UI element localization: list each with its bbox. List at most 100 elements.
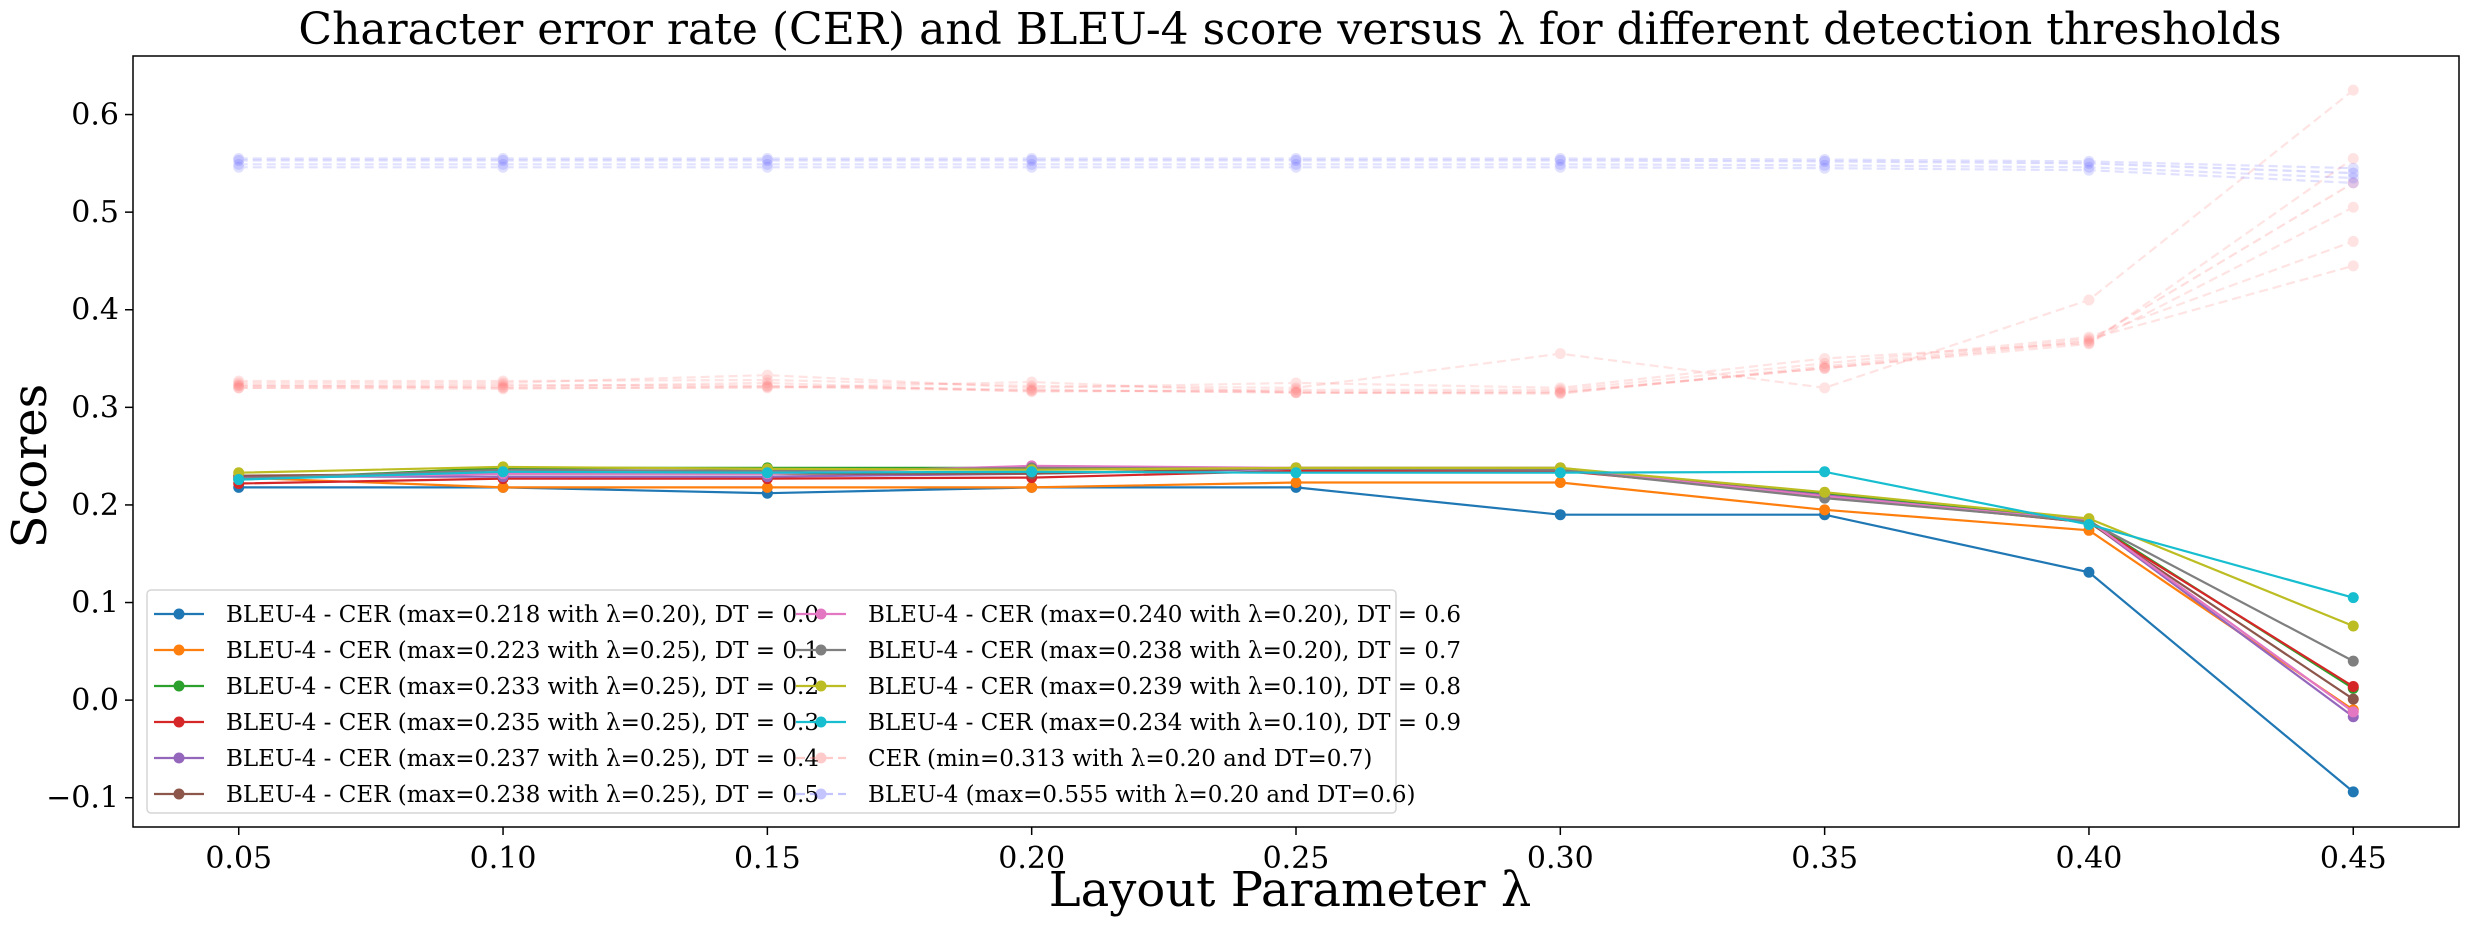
data-point xyxy=(1819,382,1831,394)
data-point xyxy=(1290,476,1302,488)
y-tick-label: 0.4 xyxy=(71,293,119,328)
x-tick-label: 0.35 xyxy=(1791,841,1858,876)
data-point xyxy=(1026,466,1038,478)
legend-entry xyxy=(154,644,204,656)
data-point xyxy=(233,379,245,391)
data-point xyxy=(1026,385,1038,397)
series-line xyxy=(238,240,2354,393)
data-point xyxy=(2347,786,2359,798)
data-point xyxy=(1290,154,1302,166)
data-point xyxy=(2083,155,2095,167)
legend-label: BLEU-4 - CER (max=0.238 with λ=0.20), DT… xyxy=(868,638,1461,664)
data-point xyxy=(2347,680,2359,692)
data-point xyxy=(1819,159,1831,171)
x-tick-label: 0.10 xyxy=(470,841,537,876)
x-tick-label: 0.40 xyxy=(2056,841,2123,876)
data-point xyxy=(233,158,245,170)
series-11 xyxy=(233,84,2359,394)
data-point xyxy=(2347,620,2359,632)
legend-label: BLEU-4 - CER (max=0.234 with λ=0.10), DT… xyxy=(868,710,1461,736)
legend-marker xyxy=(815,716,827,728)
x-tick-label: 0.30 xyxy=(1527,841,1594,876)
data-point xyxy=(497,379,509,391)
data-point xyxy=(2347,201,2359,213)
data-point xyxy=(1819,466,1831,478)
legend-entry xyxy=(796,788,846,800)
data-point xyxy=(2083,337,2095,349)
legend-label: BLEU-4 - CER (max=0.233 with λ=0.25), DT… xyxy=(226,674,819,700)
legend-entry xyxy=(154,788,204,800)
legend-entry xyxy=(796,752,846,764)
y-tick-label: 0.1 xyxy=(71,586,119,621)
legend-marker xyxy=(815,608,827,620)
data-point xyxy=(1819,504,1831,516)
data-point xyxy=(497,158,509,170)
data-point xyxy=(761,467,773,479)
data-point xyxy=(1026,380,1038,392)
data-point xyxy=(2347,162,2359,174)
legend-label: BLEU-4 - CER (max=0.235 with λ=0.25), DT… xyxy=(226,710,819,736)
data-point xyxy=(1819,362,1831,374)
data-point xyxy=(497,382,509,394)
series-15 xyxy=(233,152,2359,398)
y-tick-label: 0.2 xyxy=(71,488,119,523)
legend-entry xyxy=(154,716,204,728)
data-point xyxy=(2347,592,2359,604)
y-tick-label: 0.3 xyxy=(71,390,119,425)
data-point xyxy=(1290,382,1302,394)
data-point xyxy=(1554,382,1566,394)
data-point xyxy=(761,377,773,389)
data-point xyxy=(761,154,773,166)
legend-marker xyxy=(173,752,185,764)
series-line xyxy=(238,159,2354,175)
data-point xyxy=(497,383,509,395)
legend-label: BLEU-4 - CER (max=0.240 with λ=0.20), DT… xyxy=(868,602,1461,628)
legend-marker xyxy=(815,788,827,800)
data-point xyxy=(2347,84,2359,96)
data-point xyxy=(1290,386,1302,398)
series-line xyxy=(238,89,2354,389)
data-point xyxy=(1819,162,1831,174)
series-line xyxy=(238,157,2354,170)
legend-label: BLEU-4 - CER (max=0.239 with λ=0.10), DT… xyxy=(868,674,1461,700)
data-point xyxy=(1554,158,1566,170)
legend-label: BLEU-4 - CER (max=0.237 with λ=0.25), DT… xyxy=(226,746,819,772)
y-tick-label: 0.6 xyxy=(71,98,119,133)
data-point xyxy=(761,152,773,164)
x-tick-label: 0.15 xyxy=(734,841,801,876)
data-point xyxy=(2347,167,2359,179)
legend-entry xyxy=(796,644,846,656)
series-line xyxy=(238,206,2354,389)
legend-entry xyxy=(154,680,204,692)
data-point xyxy=(1554,348,1566,360)
data-point xyxy=(1819,353,1831,365)
data-point xyxy=(761,380,773,392)
data-point xyxy=(1819,357,1831,369)
data-point xyxy=(761,382,773,394)
data-point xyxy=(497,161,509,173)
series-12 xyxy=(233,235,2359,398)
legend-marker xyxy=(173,716,185,728)
legend-marker xyxy=(173,788,185,800)
legend-marker xyxy=(173,680,185,692)
data-point xyxy=(2347,706,2359,718)
data-point xyxy=(761,481,773,493)
data-point xyxy=(1026,386,1038,398)
series-line xyxy=(238,264,2354,395)
y-axis-label: Scores xyxy=(2,384,58,549)
data-point xyxy=(761,369,773,381)
data-point xyxy=(497,375,509,387)
legend-marker xyxy=(173,608,185,620)
legend-label: BLEU-4 - CER (max=0.238 with λ=0.25), DT… xyxy=(226,782,819,808)
data-point xyxy=(233,474,245,486)
data-point xyxy=(2347,152,2359,164)
data-point xyxy=(1819,486,1831,498)
data-point xyxy=(2083,518,2095,530)
x-tick-label: 0.25 xyxy=(1263,841,1330,876)
series-19 xyxy=(233,152,2359,174)
data-point xyxy=(1290,387,1302,399)
series-9 xyxy=(233,466,2359,604)
legend-marker xyxy=(815,644,827,656)
series-10 xyxy=(233,177,2359,399)
